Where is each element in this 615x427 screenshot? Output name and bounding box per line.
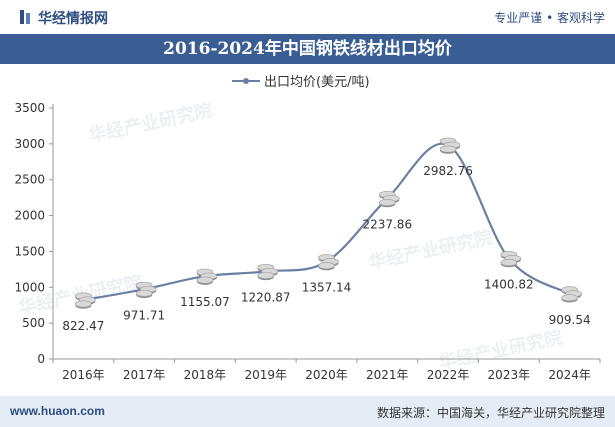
y-axis: 0 500 1000 1500 2000 2500 3000 3500 <box>14 101 54 366</box>
coin-face <box>196 276 214 284</box>
x-tick-label: 2018年 <box>184 368 227 382</box>
coin-face <box>318 262 335 270</box>
data-point-marker <box>561 286 582 303</box>
data-point-marker <box>75 292 96 309</box>
coin-face <box>561 294 578 302</box>
data-point-marker <box>439 137 461 154</box>
footer: www.huaon.com 数据来源：中国海关，华经产业研究院整理 <box>0 396 615 427</box>
data-point-marker <box>135 281 157 299</box>
coin-face <box>135 289 153 297</box>
x-tick-label: 2024年 <box>548 368 591 382</box>
data-point-marker <box>257 263 279 281</box>
y-tick-label: 1500 <box>14 244 45 258</box>
data-label: 1155.07 <box>180 295 230 309</box>
coin-face <box>257 271 275 279</box>
coin-face <box>75 300 92 308</box>
y-tick-label: 3500 <box>14 101 45 115</box>
watermark-text: 华经产业研究院 <box>86 99 214 147</box>
x-tick-label: 2021年 <box>366 368 409 382</box>
footer-url: www.huaon.com <box>10 404 105 418</box>
series-line <box>83 142 571 302</box>
x-tick-label: 2023年 <box>488 368 531 382</box>
x-tick-label: 2022年 <box>427 368 470 382</box>
x-tick-label: 2020年 <box>305 368 348 382</box>
data-point-marker <box>318 254 339 271</box>
data-label: 822.47 <box>62 319 104 333</box>
brand-tagline: 专业严谨 • 客观科学 <box>494 11 605 25</box>
chart-title: 2016-2024年中国钢铁线材出口均价 <box>0 34 615 64</box>
data-label: 2237.86 <box>362 218 412 232</box>
data-point-marker <box>378 191 400 208</box>
coin-face <box>500 259 518 267</box>
y-tick-label: 3000 <box>14 137 45 151</box>
data-point-marker <box>500 251 522 268</box>
data-source: 数据来源：中国海关，华经产业研究院整理 <box>376 406 605 420</box>
x-axis: 2016年 2017年 2018年 2019年 2020年 2021年 2022年 2023年… <box>52 358 601 382</box>
line-chart: 华经产业研究院华经产业研究院华经产业研究院华经产业研究院 出口均价(美元/吨) … <box>14 75 601 382</box>
legend-marker <box>243 78 249 84</box>
data-label: 2982.76 <box>423 164 473 178</box>
x-tick-label: 2016年 <box>62 368 105 382</box>
y-tick-label: 500 <box>22 316 45 330</box>
y-tick-label: 2500 <box>14 173 45 187</box>
legend-label: 出口均价(美元/吨) <box>264 75 370 90</box>
data-label: 1400.82 <box>484 278 534 292</box>
coin-face <box>378 199 396 207</box>
watermark-text: 华经产业研究院 <box>436 326 564 374</box>
series-layer: 822.47 971.71 1155.07 1220.87 1357.14 2237.86… <box>62 137 591 333</box>
data-label: 1357.14 <box>302 281 352 295</box>
y-tick-label: 1000 <box>14 280 45 294</box>
data-label: 909.54 <box>549 313 591 327</box>
data-label: 971.71 <box>123 308 165 322</box>
coin-face <box>439 145 457 153</box>
x-tick-label: 2019年 <box>244 368 287 382</box>
legend: 出口均价(美元/吨) <box>232 75 370 90</box>
top-bar: 华经情报网 专业严谨 • 客观科学 <box>0 0 615 34</box>
y-tick-label: 0 <box>37 352 45 366</box>
data-label: 1220.87 <box>241 290 291 304</box>
x-tick-label: 2017年 <box>123 368 166 382</box>
y-tick-label: 2000 <box>14 209 45 223</box>
brand-name: 华经情报网 <box>38 11 108 27</box>
brand-logo-icon <box>20 10 30 24</box>
watermark-text: 华经产业研究院 <box>366 226 494 274</box>
data-point-marker <box>196 268 218 285</box>
